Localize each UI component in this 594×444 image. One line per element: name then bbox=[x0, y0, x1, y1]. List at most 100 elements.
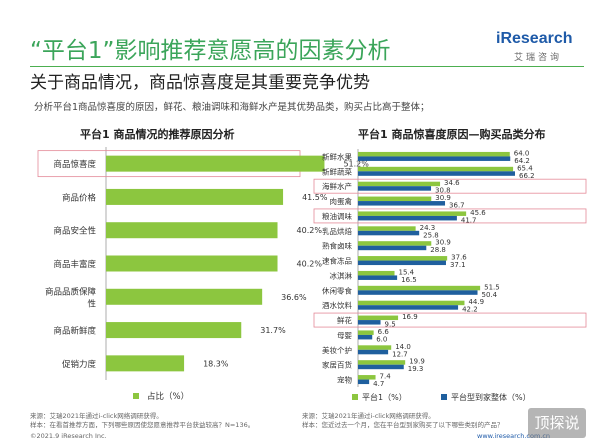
data-label-series-2: 41.7 bbox=[461, 216, 477, 224]
iresearch-logo: iResearch 艾瑞咨询 bbox=[492, 30, 584, 66]
category-label: 商品品质保障 bbox=[45, 286, 97, 297]
page-title: “平台1”影响推荐意愿高的因素分析 bbox=[30, 38, 391, 64]
data-label-series-2: 37.1 bbox=[450, 261, 466, 269]
bar-series-1 bbox=[358, 270, 395, 276]
bar-series-2 bbox=[358, 245, 427, 251]
category-label: 休闲零食 bbox=[322, 285, 352, 295]
category-label: 粮油调味 bbox=[322, 211, 352, 221]
bar-series-2 bbox=[358, 186, 432, 191]
bar-series-1 bbox=[358, 196, 432, 202]
data-label-series-2: 28.8 bbox=[430, 246, 446, 254]
bar-series-1 bbox=[358, 360, 406, 365]
category-label: 熟食卤味 bbox=[322, 241, 352, 251]
data-label-series-2: 30.8 bbox=[435, 187, 451, 195]
data-label-series-1: 30.9 bbox=[435, 194, 451, 202]
data-label-series-1: 44.9 bbox=[468, 298, 484, 306]
left-source-line-2: 样本：在看首推荐方面，下列哪些原因使您愿意推荐平台获益较高？N=136。 bbox=[30, 421, 255, 429]
left-chart-title: 平台1 商品情况的推荐原因分析 bbox=[80, 128, 235, 141]
legend-swatch-series-1 bbox=[352, 394, 358, 400]
data-label-series-2: 25.8 bbox=[423, 231, 439, 239]
data-label-series-2: 4.7 bbox=[373, 380, 384, 388]
site-url: www.iresearch.com.cn bbox=[477, 432, 551, 440]
data-label-series-1: 7.4 bbox=[380, 373, 392, 381]
category-label: 酒水饮料 bbox=[322, 300, 352, 310]
category-label: 肉蛋禽 bbox=[330, 196, 353, 206]
copyright: ©2021.9 iResearch Inc. bbox=[30, 432, 107, 440]
category-label: 商品惊喜度 bbox=[53, 159, 96, 170]
data-label: 51.2% bbox=[343, 160, 369, 169]
bar bbox=[106, 355, 185, 372]
left-source-note: 来源：艾瑞2021年通过i-click网络调研获得。 样本：在看首推荐方面，下列… bbox=[30, 412, 254, 430]
category-label: 商品价格 bbox=[62, 192, 97, 203]
right-source-line-2: 样本：您近过去一个月，您在平台型到家购买了以下哪些类别的产品？ bbox=[302, 421, 504, 429]
bar bbox=[106, 322, 242, 339]
bar-series-2 bbox=[358, 230, 420, 236]
bar-series-2 bbox=[358, 305, 459, 310]
bar bbox=[106, 288, 263, 305]
category-label: 新鲜水果 bbox=[322, 151, 352, 161]
watermark: 顶探说 bbox=[528, 408, 586, 438]
data-label: 40.2% bbox=[297, 260, 323, 269]
bar-series-1 bbox=[358, 285, 481, 291]
bar-series-2 bbox=[358, 364, 404, 370]
bar-series-2 bbox=[358, 260, 446, 266]
highlight-box bbox=[313, 208, 587, 224]
bar-series-1 bbox=[358, 166, 514, 172]
data-label-series-2: 19.3 bbox=[408, 365, 424, 373]
data-label: 31.7% bbox=[260, 326, 286, 335]
data-label-series-2: 12.7 bbox=[392, 350, 408, 358]
bar-series-2 bbox=[358, 349, 389, 355]
data-label-series-2: 50.4 bbox=[482, 291, 498, 299]
data-label-series-1: 34.6 bbox=[444, 179, 460, 187]
data-label-series-1: 6.6 bbox=[378, 328, 390, 336]
page-subtitle: 关于商品情况，商品惊喜度是其重要竞争优势 bbox=[30, 73, 370, 93]
category-label: 冰淇淋 bbox=[330, 270, 353, 280]
data-label-series-1: 65.4 bbox=[517, 164, 533, 172]
right-source-note: 来源：艾瑞2021年通过i-click网络调研获得。 样本：您近过去一个月，您在… bbox=[302, 412, 504, 430]
bar-series-1 bbox=[358, 375, 376, 380]
category-label: 宠物 bbox=[337, 375, 352, 385]
bar-series-1 bbox=[358, 151, 510, 157]
bar-series-1 bbox=[358, 300, 465, 306]
category-label: 海鲜水产 bbox=[322, 181, 352, 191]
data-label-series-1: 16.9 bbox=[402, 313, 418, 321]
bar-series-2 bbox=[358, 215, 457, 221]
data-label-series-1: 37.6 bbox=[451, 254, 467, 262]
legend-swatch-series-2 bbox=[441, 394, 447, 400]
bar-series-1 bbox=[358, 241, 432, 246]
bar-series-1 bbox=[358, 211, 467, 216]
legend-label-series-1: 平台1（%） bbox=[362, 392, 407, 402]
bar bbox=[106, 222, 278, 239]
bar-series-1 bbox=[358, 330, 374, 335]
bar-series-1 bbox=[358, 256, 448, 261]
legend-label: 占比（%） bbox=[147, 391, 189, 402]
logo-text: iResearch bbox=[496, 30, 573, 47]
left-source-line-1: 来源：艾瑞2021年通过i-click网络调研获得。 bbox=[30, 412, 163, 420]
data-label-series-1: 19.9 bbox=[409, 358, 425, 366]
data-label: 36.6% bbox=[281, 293, 307, 302]
bar-series-2 bbox=[358, 334, 373, 340]
page-description: 分析平台1商品惊喜度的原因，鲜花、粮油调味和海鲜水产是其优势品类，购买占比高于整… bbox=[34, 102, 430, 113]
category-label: 促销力度 bbox=[62, 359, 97, 370]
data-label-series-1: 64.0 bbox=[514, 149, 530, 157]
bar bbox=[106, 255, 278, 272]
bar-series-2 bbox=[358, 156, 511, 161]
bar-series-1 bbox=[358, 345, 392, 350]
category-label: 乳品烘焙 bbox=[322, 226, 352, 236]
data-label-series-1: 14.0 bbox=[395, 343, 411, 351]
category-label: 鲜花 bbox=[337, 315, 352, 325]
category-label: 家居百货 bbox=[322, 360, 352, 370]
bar bbox=[106, 155, 325, 172]
bar-series-2 bbox=[358, 275, 398, 280]
category-label: 新鲜蔬菜 bbox=[322, 166, 352, 176]
bar bbox=[106, 188, 284, 205]
data-label-series-2: 36.7 bbox=[449, 202, 465, 210]
category-label: 商品丰富度 bbox=[53, 259, 96, 270]
data-label-series-2: 16.5 bbox=[401, 276, 417, 284]
bar-series-1 bbox=[358, 226, 416, 231]
data-label: 40.2% bbox=[297, 226, 323, 235]
right-chart-title: 平台1 商品惊喜度原因—购买品类分布 bbox=[358, 128, 546, 141]
data-label-series-2: 64.2 bbox=[514, 157, 530, 165]
bar-series-2 bbox=[358, 320, 381, 325]
